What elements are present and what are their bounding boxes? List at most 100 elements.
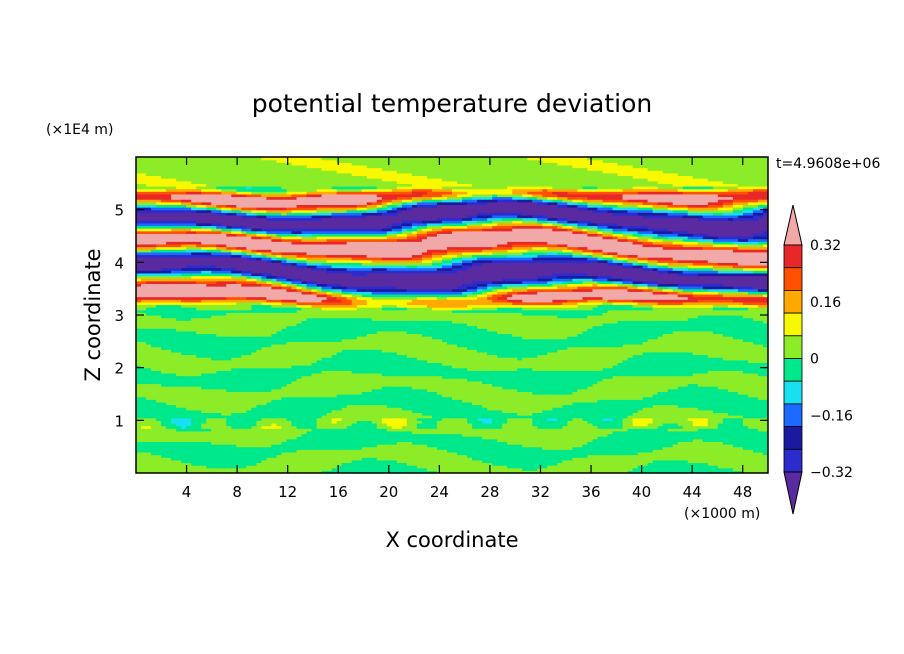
field-cell xyxy=(386,451,393,456)
field-cell xyxy=(712,470,719,473)
field-cell xyxy=(467,467,473,471)
field-cell xyxy=(376,451,383,456)
field-cell xyxy=(632,462,639,466)
field-cell xyxy=(457,454,463,458)
field-cell xyxy=(667,457,674,461)
field-cell xyxy=(637,451,644,456)
field-cell xyxy=(547,470,553,473)
field-cell xyxy=(547,462,553,466)
field-cell xyxy=(146,449,152,453)
field-cell xyxy=(557,470,563,473)
field-cell xyxy=(226,465,232,469)
field-cell xyxy=(236,465,242,469)
field-cell xyxy=(672,470,679,473)
field-cell xyxy=(446,467,453,471)
field-cell xyxy=(336,449,343,453)
field-cell xyxy=(431,459,438,464)
field-cell xyxy=(361,462,368,466)
field-cell xyxy=(136,457,142,461)
field-cell xyxy=(622,454,629,458)
field-cell xyxy=(226,462,232,466)
field-cell xyxy=(186,462,192,466)
field-cell xyxy=(607,457,614,461)
field-cell xyxy=(652,451,659,456)
field-cell xyxy=(462,470,468,473)
field-cell xyxy=(421,459,428,464)
field-cell xyxy=(376,470,383,473)
field-cell xyxy=(507,449,513,453)
field-cell xyxy=(712,462,719,466)
field-cell xyxy=(216,449,222,453)
field-cell xyxy=(462,451,468,456)
field-cell xyxy=(712,465,719,469)
field-cell xyxy=(171,451,177,456)
field-cell xyxy=(406,454,413,458)
field-cell xyxy=(652,470,659,473)
field-cell xyxy=(507,454,513,458)
field-cell xyxy=(406,462,413,466)
field-cell xyxy=(462,459,468,464)
field-cell xyxy=(592,457,599,461)
field-cell xyxy=(376,459,383,464)
field-cell xyxy=(356,467,363,471)
field-cell xyxy=(291,451,298,456)
field-cell xyxy=(216,462,222,466)
field-cell xyxy=(642,451,649,456)
field-cell xyxy=(296,454,303,458)
field-cell xyxy=(201,462,207,466)
field-cell xyxy=(266,467,273,471)
field-cell xyxy=(637,459,644,464)
field-cell xyxy=(266,451,273,456)
field-cell xyxy=(722,462,729,466)
field-cell xyxy=(206,449,212,453)
field-cell xyxy=(477,449,483,453)
field-cell xyxy=(722,470,729,473)
field-cell xyxy=(421,462,428,466)
field-cell xyxy=(186,454,192,458)
field-cell xyxy=(271,459,278,464)
field-cell xyxy=(141,470,147,473)
field-cell xyxy=(507,459,513,464)
field-cell xyxy=(271,457,278,461)
field-cell xyxy=(492,462,498,466)
field-cell xyxy=(542,467,548,471)
field-cell xyxy=(166,459,172,464)
field-cell xyxy=(747,467,754,471)
field-cell xyxy=(517,457,523,461)
field-cell xyxy=(512,465,518,469)
field-cell xyxy=(281,449,288,453)
field-cell xyxy=(607,451,614,456)
field-cell xyxy=(236,457,242,461)
field-cell xyxy=(687,467,694,471)
field-cell xyxy=(276,454,283,458)
field-cell xyxy=(697,454,704,458)
field-cell xyxy=(492,467,498,471)
field-cell xyxy=(256,470,262,473)
field-cell xyxy=(567,462,573,466)
field-cell xyxy=(572,462,578,466)
field-cell xyxy=(151,451,157,456)
field-cell xyxy=(502,465,508,469)
field-cell xyxy=(421,454,428,458)
field-cell xyxy=(446,451,453,456)
field-cell xyxy=(552,467,558,471)
field-cell xyxy=(602,457,609,461)
field-cell xyxy=(171,467,177,471)
field-cell xyxy=(742,451,749,456)
field-cell xyxy=(231,470,237,473)
field-cell xyxy=(512,470,518,473)
field-cell xyxy=(507,451,513,456)
field-cell xyxy=(547,454,553,458)
field-cell xyxy=(291,465,298,469)
field-cell xyxy=(647,457,654,461)
field-cell xyxy=(602,470,609,473)
field-cell xyxy=(747,454,754,458)
field-cell xyxy=(211,457,217,461)
field-cell xyxy=(381,465,388,469)
field-cell xyxy=(211,467,217,471)
field-cell xyxy=(421,465,428,469)
field-cell xyxy=(582,457,589,461)
field-cell xyxy=(562,457,568,461)
field-cell xyxy=(577,451,584,456)
field-cell xyxy=(196,457,202,461)
